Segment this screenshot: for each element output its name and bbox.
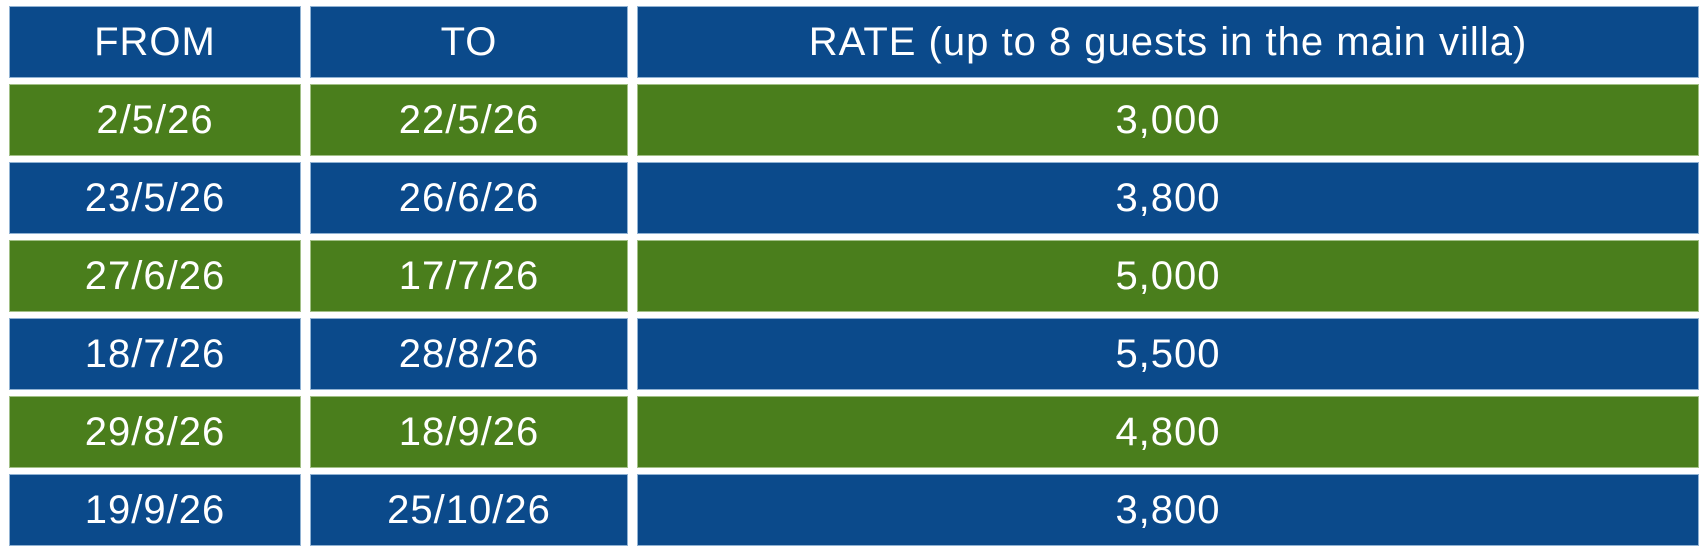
cell-from: 18/7/26 bbox=[9, 318, 301, 390]
cell-rate: 3,800 bbox=[637, 162, 1699, 234]
table-row: 29/8/26 18/9/26 4,800 bbox=[9, 396, 1699, 468]
cell-to: 18/9/26 bbox=[310, 396, 628, 468]
cell-from: 23/5/26 bbox=[9, 162, 301, 234]
cell-from: 2/5/26 bbox=[9, 84, 301, 156]
column-header-from: FROM bbox=[9, 6, 301, 78]
cell-rate: 3,800 bbox=[637, 474, 1699, 546]
table-row: 27/6/26 17/7/26 5,000 bbox=[9, 240, 1699, 312]
cell-rate: 4,800 bbox=[637, 396, 1699, 468]
column-header-rate: RATE (up to 8 guests in the main villa) bbox=[637, 6, 1699, 78]
table-row: 23/5/26 26/6/26 3,800 bbox=[9, 162, 1699, 234]
cell-to: 25/10/26 bbox=[310, 474, 628, 546]
cell-to: 28/8/26 bbox=[310, 318, 628, 390]
header-row: FROM TO RATE (up to 8 guests in the main… bbox=[9, 6, 1699, 78]
cell-from: 27/6/26 bbox=[9, 240, 301, 312]
cell-rate: 5,000 bbox=[637, 240, 1699, 312]
cell-to: 17/7/26 bbox=[310, 240, 628, 312]
table-row: 19/9/26 25/10/26 3,800 bbox=[9, 474, 1699, 546]
table-row: 2/5/26 22/5/26 3,000 bbox=[9, 84, 1699, 156]
cell-rate: 5,500 bbox=[637, 318, 1699, 390]
cell-from: 19/9/26 bbox=[9, 474, 301, 546]
cell-from: 29/8/26 bbox=[9, 396, 301, 468]
cell-rate: 3,000 bbox=[637, 84, 1699, 156]
cell-to: 22/5/26 bbox=[310, 84, 628, 156]
table-row: 18/7/26 28/8/26 5,500 bbox=[9, 318, 1699, 390]
column-header-to: TO bbox=[310, 6, 628, 78]
cell-to: 26/6/26 bbox=[310, 162, 628, 234]
